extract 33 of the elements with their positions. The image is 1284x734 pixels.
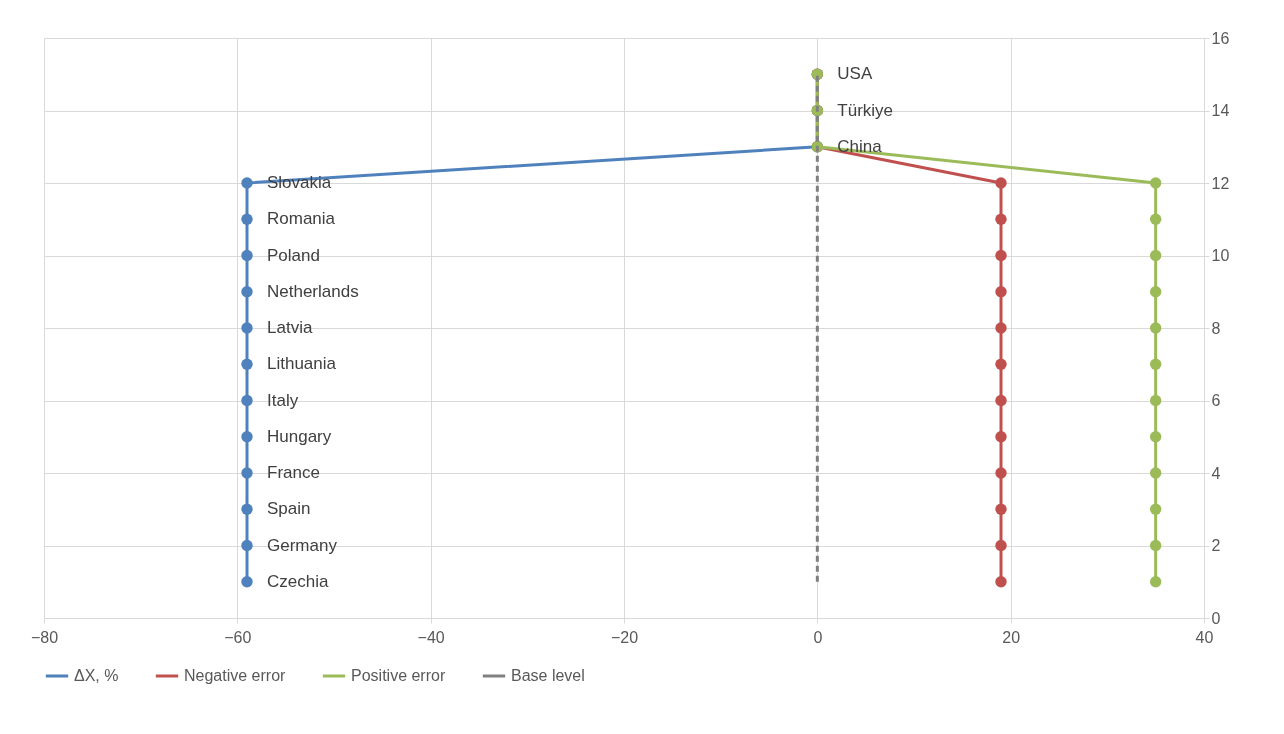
data-label: Germany [267, 535, 338, 555]
x-tick-label: 40 [1195, 628, 1214, 646]
data-label: Latvia [267, 318, 313, 337]
data-label: Spain [267, 499, 311, 519]
y-tick-label: 16 [1211, 29, 1230, 47]
y-tick-label: 10 [1211, 247, 1230, 264]
data-label: France [267, 463, 320, 482]
data-label: Poland [267, 245, 320, 265]
legend-label: Negative error [184, 667, 287, 684]
y-tick-label: 14 [1211, 102, 1230, 119]
data-label: Czechia [267, 571, 329, 591]
y-tick-label: 8 [1211, 319, 1221, 337]
y-tick-label: 12 [1211, 174, 1230, 192]
y-tick-label: 2 [1211, 537, 1221, 554]
x-tick-label: 20 [1002, 628, 1021, 646]
data-label: Türkiye [837, 100, 894, 120]
data-label: Hungary [267, 426, 332, 446]
data-label: Romania [267, 209, 336, 229]
y-tick-label: 6 [1211, 392, 1221, 409]
x-tick-label: −20 [610, 628, 639, 646]
legend-label: Base level [511, 667, 585, 684]
x-tick-label: −80 [30, 628, 59, 646]
data-label: Netherlands [267, 281, 359, 301]
data-label: Lithuania [267, 354, 337, 374]
legend-label: ΔX, % [74, 667, 119, 684]
legend-label: Positive error [351, 667, 446, 684]
data-label: USA [837, 64, 873, 84]
x-tick-label: −60 [224, 628, 252, 646]
data-label: Italy [267, 390, 299, 410]
x-tick-label: −40 [417, 628, 445, 646]
x-tick-label: 0 [813, 628, 823, 646]
y-tick-label: 0 [1211, 609, 1221, 627]
y-tick-label: 4 [1211, 464, 1221, 482]
